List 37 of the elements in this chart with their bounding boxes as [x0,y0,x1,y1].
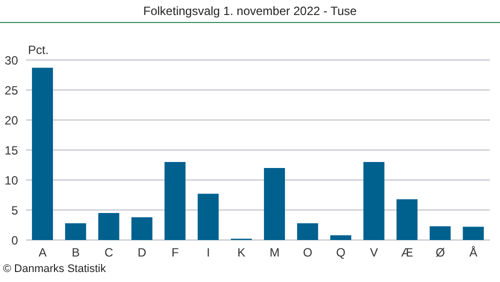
x-tick-label: C [104,246,114,260]
bar [396,199,418,240]
bar [164,162,186,240]
x-tick-label: D [138,246,147,260]
y-tick-label: 0 [11,233,18,248]
bar [32,68,53,240]
x-tick-label: Ø [436,246,445,260]
x-tick-label: A [38,246,47,260]
bar [131,217,152,240]
bar [264,168,285,240]
bar [430,226,451,240]
x-tick-label: O [303,246,312,260]
y-tick-label: 20 [4,113,18,128]
bar [65,223,86,240]
bar [363,162,384,240]
bar [297,223,318,240]
x-tick-label: Æ [401,246,414,260]
x-tick-label: Q [336,246,346,260]
bar [462,226,484,240]
y-tick-label: 5 [11,203,18,218]
x-tick-label: M [270,246,280,260]
bar [198,194,219,240]
x-tick-label: V [370,246,378,260]
x-tick-label: B [72,246,80,260]
y-tick-label: 10 [4,173,18,188]
x-tick-label: I [206,246,210,260]
bar [98,213,120,240]
chart-title: Folketingsvalg 1. november 2022 - Tuse [142,4,358,18]
bar [330,235,352,240]
x-tick-label: Å [469,246,478,260]
y-tick-label: 30 [4,53,18,68]
x-tick-label: F [171,246,179,260]
text: © Danmarks Statistik [3,263,106,275]
x-tick-label: K [237,246,246,260]
y-tick-label: 25 [4,83,18,98]
y-tick-label: 15 [4,143,18,158]
y-axis-title: Pct. [28,43,49,57]
